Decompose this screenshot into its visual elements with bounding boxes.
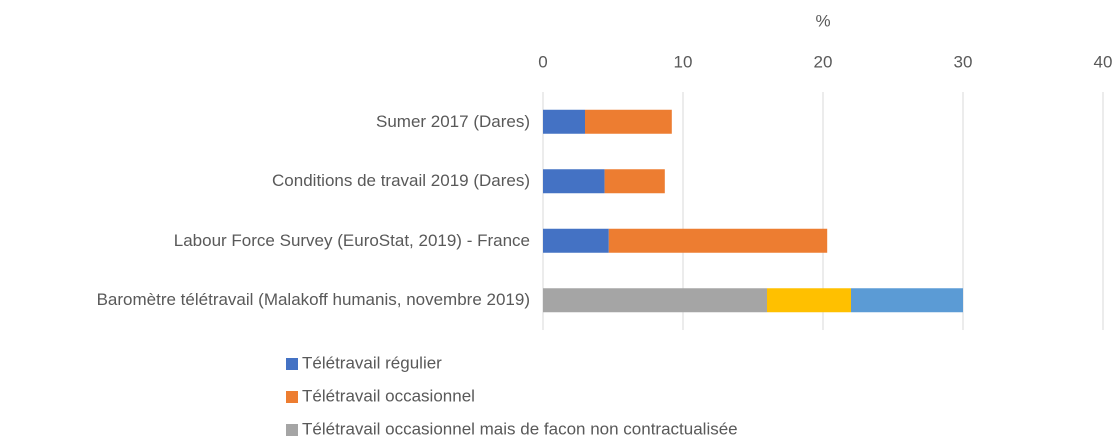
bar-segment	[543, 169, 605, 194]
y-tick-label: Labour Force Survey (EuroStat, 2019) - F…	[173, 230, 530, 250]
bar-segment	[604, 169, 665, 194]
bar-segment	[543, 288, 767, 313]
axis-label: %	[815, 11, 830, 30]
x-tick-label: 10	[674, 52, 693, 71]
legend-swatch	[286, 424, 298, 436]
y-tick-label: Conditions de travail 2019 (Dares)	[272, 171, 530, 191]
legend-swatch	[286, 391, 298, 403]
y-tick-label: Baromètre télétravail (Malakoff humanis,…	[96, 290, 530, 310]
bar-segment	[767, 288, 851, 313]
x-tick-label: 40	[1094, 52, 1113, 71]
x-tick-label: 20	[814, 52, 833, 71]
legend-label: Télétravail régulier	[302, 353, 442, 372]
bar-segment	[543, 109, 585, 134]
bar-segment	[585, 109, 672, 134]
legend-label: Télétravail occasionnel	[302, 386, 475, 405]
bar-segment	[851, 288, 963, 313]
bar-segment	[543, 228, 609, 253]
legend-label: Télétravail occasionnel mais de facon no…	[302, 419, 738, 438]
y-tick-label: Sumer 2017 (Dares)	[375, 111, 530, 131]
x-tick-label: 30	[954, 52, 973, 71]
legend-swatch	[286, 358, 298, 370]
bar-segment	[608, 228, 828, 253]
x-tick-label: 0	[538, 52, 547, 71]
